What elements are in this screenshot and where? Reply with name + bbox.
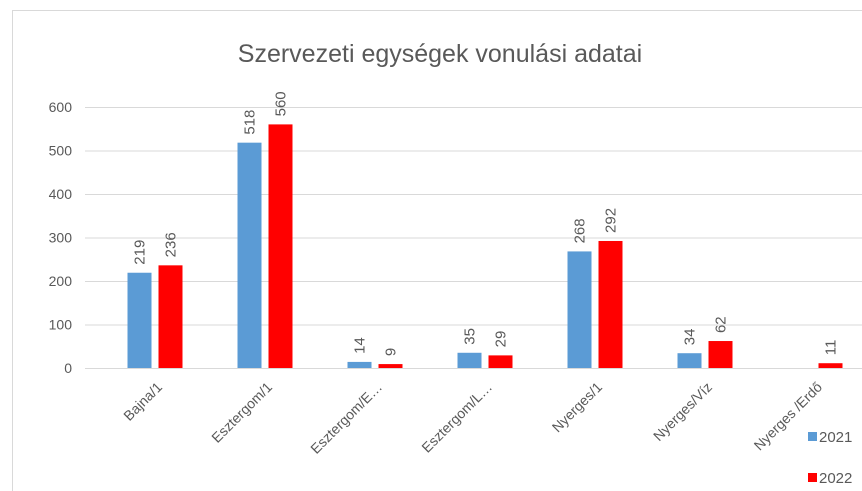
data-label: 268	[572, 218, 589, 243]
data-label: 560	[273, 91, 290, 116]
y-tick-label: 300	[49, 230, 73, 246]
data-label: 292	[603, 208, 620, 233]
bar	[158, 265, 183, 368]
legend-swatch	[808, 432, 817, 441]
y-tick-label: 200	[49, 273, 73, 289]
data-label: 11	[823, 340, 840, 356]
data-label: 236	[163, 232, 180, 257]
y-tick-label: 100	[49, 317, 73, 333]
bar	[567, 251, 592, 368]
data-label: 9	[383, 348, 400, 356]
bar	[677, 353, 702, 368]
data-label: 29	[493, 331, 510, 348]
bar	[708, 341, 733, 368]
bar	[378, 364, 403, 368]
data-label: 219	[132, 240, 149, 265]
bar	[598, 240, 623, 368]
data-label: 62	[713, 316, 730, 333]
bar	[347, 361, 372, 368]
chart-border	[12, 10, 862, 491]
data-label: 14	[352, 337, 369, 354]
data-label: 35	[462, 328, 479, 345]
bar	[818, 363, 843, 368]
y-tick-label: 500	[49, 143, 73, 159]
chart-title: Szervezeti egységek vonulási adatai	[238, 40, 642, 68]
y-tick-label: 600	[49, 99, 73, 115]
y-tick-label: 400	[49, 186, 73, 202]
bar	[268, 124, 293, 369]
data-label: 518	[242, 110, 259, 135]
bar	[237, 142, 262, 368]
bar	[127, 272, 152, 368]
legend-label: 2021	[819, 429, 852, 446]
y-tick-label: 0	[64, 360, 72, 376]
legend-label: 2022	[819, 470, 852, 487]
legend-swatch	[808, 473, 817, 482]
bar	[488, 355, 513, 368]
bar	[457, 352, 482, 368]
data-label: 34	[682, 329, 699, 346]
